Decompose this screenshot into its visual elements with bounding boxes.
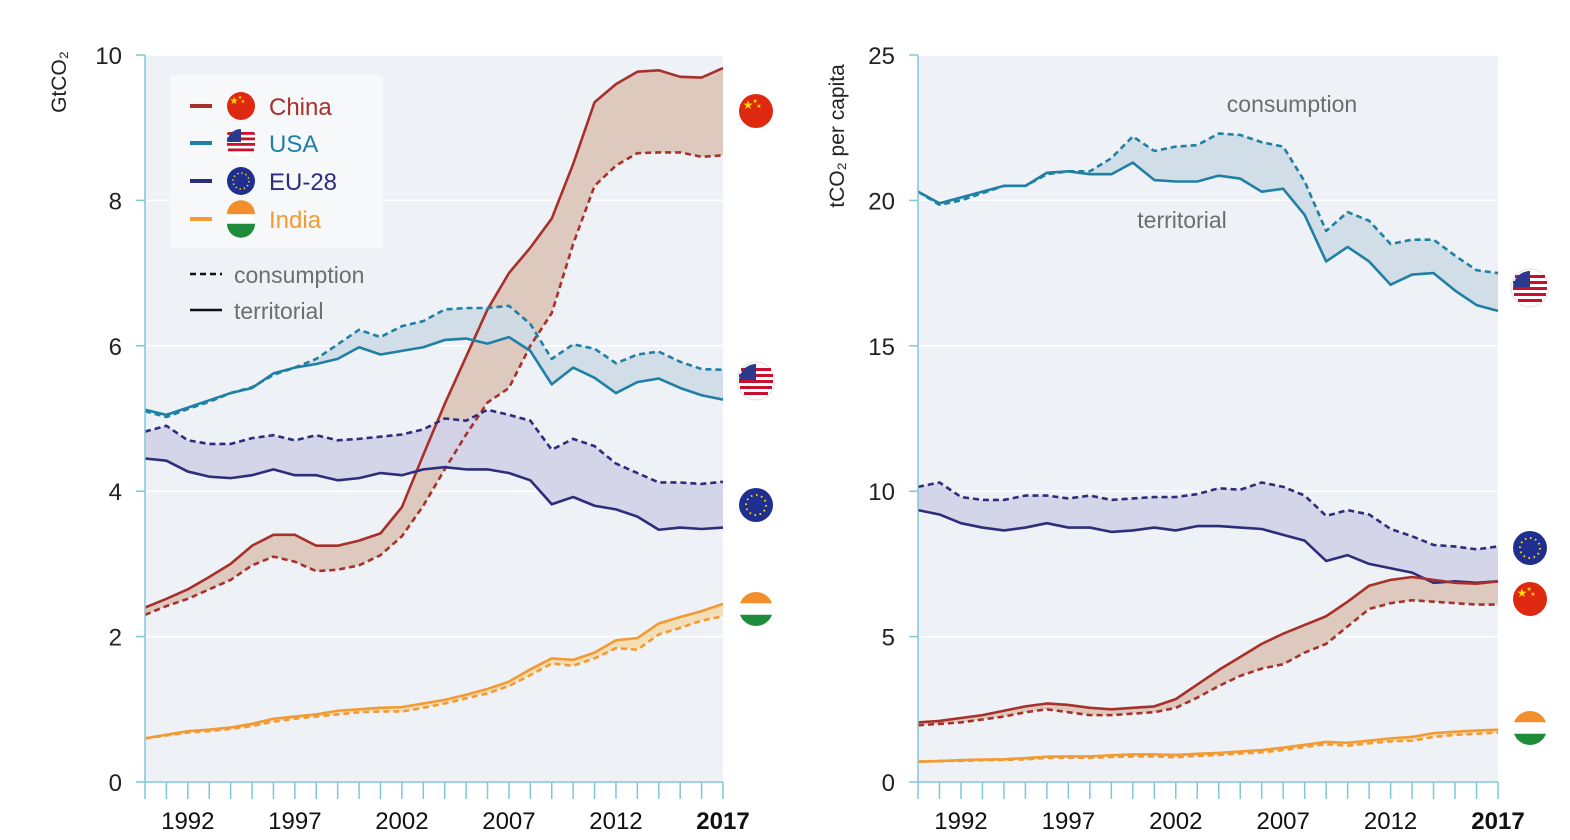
india-consumption-line (144, 614, 724, 740)
legend-label-china: China (269, 94, 332, 121)
usa-range-fill (918, 133, 1498, 311)
axes-left: 0 2 4 6 8 10 1992 1997 2002 2007 2012 2017 (95, 43, 749, 835)
svg-text:★: ★ (756, 103, 761, 110)
y-tick-label: 2 (109, 625, 122, 652)
series-lines-left (144, 66, 724, 740)
legend-item-china: ★ ★ ★ China (190, 92, 332, 121)
eu-territorial-line (917, 508, 1499, 585)
legend-label-eu: EU-28 (269, 169, 337, 196)
eu-range-fill (918, 482, 1498, 583)
y-axis-title-left: GtCO₂ (48, 51, 71, 113)
legend-item-india: India (190, 200, 322, 238)
absolute-emissions-chart: 0 2 4 6 8 10 1992 1997 2002 2007 2012 2017 GtCO₂ ★ … (48, 43, 776, 835)
china-range-fill (145, 68, 723, 615)
y-tick-label: 10 (95, 43, 122, 70)
eu-flag-icon (1511, 529, 1549, 567)
x-tick-label: 2002 (375, 808, 428, 835)
svg-text:★: ★ (1526, 586, 1531, 593)
china-territorial-line (144, 66, 724, 609)
svg-text:★: ★ (238, 95, 243, 101)
india-consumption-line (917, 731, 1499, 763)
y-tick-label: 0 (109, 770, 122, 797)
annotation-consumption: consumption (1227, 91, 1357, 117)
eu-territorial-line (144, 457, 724, 532)
svg-text:★: ★ (743, 98, 754, 112)
india-flag-icon (227, 200, 255, 238)
usa-flag-icon (1510, 268, 1550, 308)
india-territorial-line (917, 728, 1499, 763)
china-range-fill (918, 576, 1498, 726)
x-tick-label: 1997 (1042, 808, 1095, 835)
china-territorial-line (917, 575, 1499, 724)
eu-consumption-line (917, 481, 1499, 551)
usa-consumption-line (917, 132, 1499, 275)
x-tick-label: 2012 (589, 808, 642, 835)
line-style-key: consumption territorial (190, 262, 364, 324)
eu-flag-icon (227, 167, 255, 195)
y-tick-label: 4 (109, 479, 122, 506)
x-tick-label: 2007 (482, 808, 535, 835)
svg-text:★: ★ (230, 96, 239, 107)
key-territorial-label: territorial (234, 298, 323, 324)
usa-range-fill (145, 305, 723, 418)
india-flag-icon (1511, 709, 1549, 747)
legend-label-india: India (269, 207, 322, 234)
china-flag-icon: ★ ★ ★ (1511, 580, 1549, 618)
axes-right: 0 5 10 15 20 25 1992 1997 2002 2007 2012 2017 (868, 43, 1524, 835)
x-tick-label: 2017 (696, 808, 749, 835)
y-tick-label: 6 (109, 334, 122, 361)
x-tick-label: 1992 (161, 808, 214, 835)
x-tick-label: 2012 (1364, 808, 1417, 835)
usa-flag-icon (226, 129, 255, 157)
x-tick-label: 2017 (1471, 808, 1524, 835)
y-tick-label: 25 (868, 43, 895, 70)
china-flag-icon: ★ ★ ★ (227, 92, 255, 120)
svg-text:★: ★ (241, 99, 246, 105)
y-tick-label: 8 (109, 188, 122, 215)
svg-text:★: ★ (1517, 586, 1528, 600)
y-tick-label: 0 (882, 770, 895, 797)
annotation-territorial: territorial (1137, 207, 1226, 233)
india-territorial-line (144, 602, 724, 740)
y-tick-label: 15 (868, 334, 895, 361)
key-consumption-label: consumption (234, 262, 364, 288)
x-tick-label: 2007 (1256, 808, 1309, 835)
svg-text:★: ★ (1530, 591, 1535, 598)
per-capita-emissions-chart: 0 5 10 15 20 25 1992 1997 2002 2007 2012 2017 tCO₂ … (826, 43, 1550, 835)
china-consumption-line (917, 598, 1498, 727)
x-tick-label: 1997 (268, 808, 321, 835)
india-flag-icon (737, 590, 775, 628)
legend: ★ ★ ★ China USA (170, 75, 383, 248)
y-tick-label: 5 (882, 625, 895, 652)
eu-flag-icon (737, 486, 775, 524)
legend-label-usa: USA (269, 131, 318, 158)
svg-text:★: ★ (752, 98, 757, 105)
china-consumption-line (144, 151, 724, 616)
legend-item-usa: USA (190, 129, 318, 158)
legend-item-eu: EU-28 (190, 167, 337, 196)
eu-consumption-line (144, 408, 724, 486)
y-axis-title-right: tCO₂ per capita (826, 64, 849, 208)
x-tick-label: 1992 (934, 808, 987, 835)
china-flag-icon: ★ ★ ★ (737, 92, 775, 130)
x-tick-label: 2002 (1149, 808, 1202, 835)
y-tick-label: 10 (868, 479, 895, 506)
series-lines-right (917, 132, 1499, 763)
y-tick-label: 20 (868, 188, 895, 215)
usa-flag-icon (736, 361, 776, 401)
usa-consumption-line (144, 304, 724, 419)
